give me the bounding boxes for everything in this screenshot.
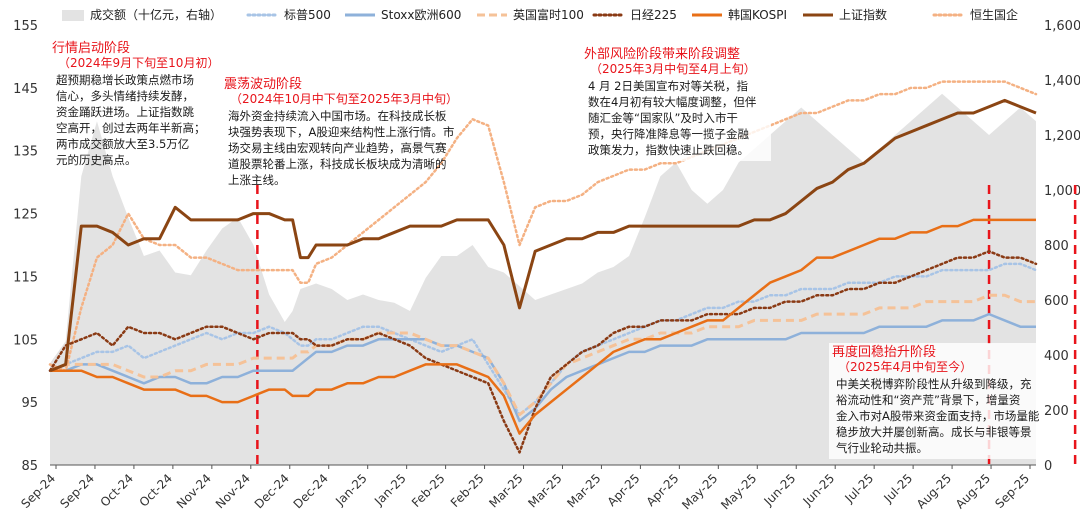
legend-label: 恒生国企 — [970, 7, 1018, 22]
x-tick-label: Jan-25 — [371, 471, 409, 509]
x-ticks: Sep-24 Sep-24 Oct-24 Oct-24Nov-24Nov-24Dec-… — [18, 465, 1032, 512]
annotation-body-line: 裕流动性和“资产荒”背景下，增量资 — [836, 393, 1020, 407]
x-tick-label: Nov-24 — [174, 471, 214, 511]
annotation-body-line: 两市成交额放大至3.5万亿 — [56, 137, 189, 151]
annotation-title: 外部风险阶段带来阶段调整 — [584, 47, 740, 62]
left-y-tick-label: 85 — [21, 459, 38, 474]
annotation-body-line: 预，央行降准降息等一揽子金融 — [588, 127, 749, 141]
volume-area-layer — [50, 93, 1036, 465]
annotation-title: 行情启动阶段 — [52, 41, 130, 56]
annotation-subtitle: （2024年9月下旬至10月初） — [58, 56, 219, 70]
right-y-tick-label: 1,000 — [1044, 184, 1080, 199]
legend: 成交额（十亿元，右轴） 标普500 Stoxx欧洲600 英国富时100 日经225 韩国… — [62, 7, 1018, 22]
annotation-backdrop — [829, 343, 1044, 459]
left-y-tick-label: 115 — [13, 270, 38, 285]
x-tick-label: May-25 — [718, 471, 759, 512]
x-tick-label: Dec-24 — [252, 471, 292, 511]
legend-label: 成交额（十亿元，右轴） — [90, 7, 222, 22]
x-tick-label: Apr-25 — [605, 471, 643, 509]
x-tick-label: May-25 — [679, 471, 720, 512]
annotation-body-line: 信心，多头情绪持续发酵， — [56, 89, 194, 103]
annotations: 行情启动阶段（2024年9月下旬至10月初） 超预期稳增长政策点燃市场信心，多头情… — [52, 41, 1044, 459]
annotation-body-line: 政策发力，指数快速止跌回稳。 — [588, 143, 749, 157]
annotation-body-line: 场交易主线由宏观转向产业趋势，高景气赛 — [228, 141, 447, 155]
x-tick-label: Feb-25 — [448, 471, 487, 510]
x-tick-label: Aug-25 — [914, 471, 954, 511]
x-tick-label: Aug-25 — [953, 471, 993, 511]
annotation-body-line: 超预期稳增长政策点燃市场 — [56, 73, 194, 87]
right-y-tick-label: 1,200 — [1044, 129, 1080, 144]
x-tick-label: Nov-24 — [213, 471, 253, 511]
x-tick-label: Mar-25 — [525, 471, 564, 510]
legend-label: 英国富时100 — [513, 7, 584, 22]
annotation-subtitle: （2024年10月中下旬至2025年3月中旬） — [230, 91, 458, 106]
legend-label: 日经225 — [630, 8, 677, 22]
left-y-tick-label: 105 — [13, 333, 38, 348]
annotation-body-line: 道股票轮番上涨，科技成长板块成为清晰的 — [228, 157, 447, 171]
annotation-body-line: 金入市对A股带来资金面支持，市场量能 — [836, 409, 1040, 423]
annotation-body-line: 随汇金等“国家队”及时入市干 — [588, 111, 738, 125]
series-lines — [48, 80, 1038, 454]
right-y-tick-label: 200 — [1044, 404, 1069, 419]
left-y-tick-label: 135 — [13, 145, 38, 160]
annotation-subtitle: （2025年3月中旬至4月上旬） — [590, 61, 756, 76]
series-line-3 — [49, 293, 1036, 417]
x-tick-label: Jul-25 — [842, 471, 877, 506]
x-tick-label: Mar-25 — [564, 471, 603, 510]
legend-label: 标普500 — [284, 8, 331, 22]
x-tick-label: Jun-25 — [761, 471, 799, 509]
legend-label: 上证指数 — [839, 7, 887, 22]
right-y-tick-label: 1,600 — [1044, 19, 1080, 34]
right-y-ticks: 0 200 400 600 800 1,000 1,200 1,400 1,600 — [1044, 19, 1080, 474]
series-line-2 — [50, 312, 1036, 423]
x-tick-label: Oct-24 — [98, 471, 136, 509]
annotation-body-line: 上涨主线。 — [228, 173, 286, 187]
x-tick-label: Feb-25 — [409, 471, 448, 510]
annotation-body-line: 稳步放大并屡创新高。成长与非银等景 — [836, 425, 1032, 439]
x-tick-label: Dec-24 — [291, 471, 331, 511]
volume-area — [50, 93, 1036, 465]
right-y-tick-label: 1,400 — [1044, 74, 1080, 89]
annotation-body-line: 数在4月初有较大幅度调整，但伴 — [588, 95, 757, 109]
x-tick-label: Mar-25 — [486, 471, 525, 510]
x-tick-label: Jul-25 — [881, 471, 916, 506]
right-y-tick-label: 800 — [1044, 239, 1069, 254]
legend-label: 韩国KOSPI — [728, 7, 787, 22]
series-line-1 — [48, 262, 1038, 416]
left-y-tick-label: 125 — [13, 208, 38, 223]
annotation-title: 震荡波动阶段 — [224, 77, 302, 92]
series-line-4 — [48, 250, 1038, 454]
x-tick-label: Jun-25 — [800, 471, 838, 509]
right-y-tick-label: 400 — [1044, 349, 1069, 364]
x-tick-label: Sep-24 — [57, 471, 97, 511]
x-tick-label: Sep-24 — [18, 471, 58, 511]
x-tick-label: Apr-25 — [644, 471, 682, 509]
x-tick-label: Jan-25 — [332, 471, 370, 509]
left-y-tick-label: 95 — [21, 396, 38, 411]
x-tick-label: Oct-24 — [137, 471, 175, 509]
annotation-body-line: 4 月 2日美国宣布对等关税，指 — [588, 79, 748, 93]
series-line-5 — [50, 218, 1036, 435]
annotation-backdrop — [581, 45, 771, 161]
annotation-body-line: 资金踊跃进场。上证指数跳 — [56, 105, 194, 119]
annotation-body-line: 中美关税博弈阶段性从升级到降级，充 — [836, 377, 1032, 391]
series-line-7 — [48, 80, 1038, 372]
legend-label: Stoxx欧洲600 — [381, 8, 461, 22]
x-tick-label: Sep-25 — [992, 471, 1032, 511]
annotation-body-line: 块强势表现下，A股迎来结构性上涨行情。市 — [228, 125, 454, 139]
annotation-body-line: 海外资金持续流入中国市场。在科技成长板 — [228, 109, 447, 123]
right-y-tick-label: 0 — [1044, 459, 1052, 474]
annotation-title: 再度回稳抬升阶段 — [832, 344, 936, 360]
right-y-tick-label: 600 — [1044, 294, 1069, 309]
annotation-body-line: 元的历史高点。 — [56, 153, 137, 167]
legend-swatch — [62, 10, 84, 21]
left-y-ticks: 85 95 105 115 125 135 145 155 — [13, 19, 38, 474]
annotation-body-line: 空高开，创过去两年半新高； — [56, 121, 206, 135]
annotation-body-line: 气行业轮动共振。 — [836, 441, 928, 455]
series-line-6 — [49, 98, 1037, 373]
left-y-tick-label: 155 — [13, 19, 38, 34]
left-y-tick-label: 145 — [13, 82, 38, 97]
annotation-subtitle: （2025年4月中旬至今） — [838, 359, 972, 374]
